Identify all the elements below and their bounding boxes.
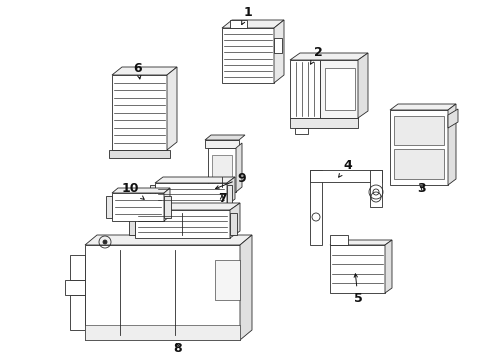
Polygon shape: [236, 143, 242, 192]
Polygon shape: [230, 20, 247, 28]
Polygon shape: [65, 280, 85, 295]
Text: 2: 2: [311, 45, 322, 64]
Polygon shape: [212, 155, 232, 187]
Polygon shape: [129, 213, 135, 235]
Polygon shape: [227, 185, 232, 203]
Polygon shape: [295, 128, 308, 134]
Polygon shape: [85, 325, 240, 340]
Polygon shape: [167, 67, 177, 150]
Polygon shape: [215, 260, 240, 300]
Polygon shape: [109, 150, 170, 158]
Text: 9: 9: [216, 171, 246, 189]
Polygon shape: [290, 118, 358, 128]
Polygon shape: [222, 28, 274, 83]
Polygon shape: [448, 104, 456, 185]
Polygon shape: [164, 196, 171, 218]
Polygon shape: [274, 20, 284, 83]
Polygon shape: [208, 148, 236, 192]
Polygon shape: [70, 255, 85, 280]
Text: 6: 6: [134, 62, 142, 79]
Polygon shape: [230, 203, 240, 238]
Polygon shape: [240, 235, 252, 340]
Polygon shape: [310, 170, 382, 182]
Text: 3: 3: [417, 181, 426, 194]
Polygon shape: [222, 20, 284, 28]
Polygon shape: [448, 109, 458, 128]
Circle shape: [103, 240, 107, 244]
Polygon shape: [358, 53, 368, 118]
Polygon shape: [85, 245, 240, 340]
Polygon shape: [85, 235, 252, 245]
Polygon shape: [290, 53, 368, 60]
Text: 4: 4: [339, 158, 352, 177]
Polygon shape: [150, 185, 155, 203]
Polygon shape: [135, 210, 230, 238]
Text: 1: 1: [242, 5, 252, 24]
Polygon shape: [290, 60, 320, 118]
Polygon shape: [112, 75, 167, 150]
Polygon shape: [390, 104, 456, 110]
Text: 5: 5: [354, 274, 363, 305]
Polygon shape: [310, 170, 322, 245]
Polygon shape: [112, 188, 170, 193]
Polygon shape: [205, 140, 239, 148]
Polygon shape: [135, 203, 240, 210]
Polygon shape: [394, 149, 444, 179]
Polygon shape: [274, 38, 282, 53]
Polygon shape: [155, 177, 235, 183]
Text: 10: 10: [121, 181, 144, 199]
Polygon shape: [370, 170, 382, 207]
Polygon shape: [155, 183, 227, 205]
Polygon shape: [106, 196, 112, 218]
Polygon shape: [394, 116, 444, 145]
Text: 7: 7: [218, 192, 226, 204]
Polygon shape: [330, 245, 385, 293]
Polygon shape: [330, 235, 348, 245]
Polygon shape: [390, 110, 448, 185]
Polygon shape: [112, 193, 164, 221]
Polygon shape: [325, 68, 355, 110]
Text: 8: 8: [173, 342, 182, 355]
Polygon shape: [385, 240, 392, 293]
Polygon shape: [112, 67, 177, 75]
Polygon shape: [164, 188, 170, 221]
Polygon shape: [227, 177, 235, 205]
Polygon shape: [70, 295, 85, 330]
Polygon shape: [205, 135, 245, 140]
Polygon shape: [230, 213, 237, 235]
Polygon shape: [320, 60, 358, 118]
Polygon shape: [330, 240, 392, 245]
